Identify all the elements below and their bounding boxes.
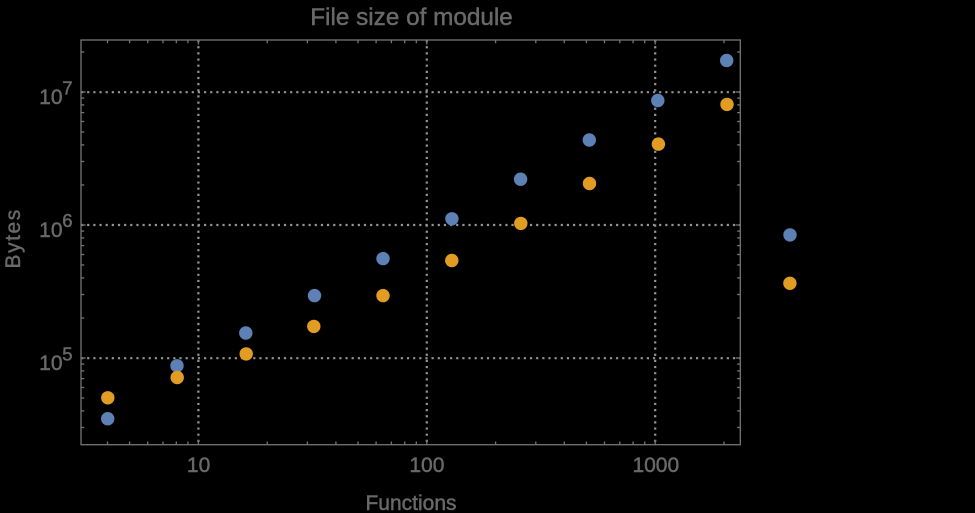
svg-text:10: 10 (39, 219, 62, 242)
svg-text:10: 10 (187, 454, 210, 477)
svg-text:10: 10 (39, 86, 62, 109)
svg-text:5: 5 (62, 343, 72, 364)
svg-text:Bytes: Bytes (2, 208, 25, 268)
svg-text:100: 100 (409, 454, 444, 477)
svg-text:6: 6 (62, 210, 72, 231)
svg-text:Functions: Functions (365, 492, 456, 513)
svg-text:File size of module: File size of module (310, 4, 513, 31)
svg-text:1000: 1000 (632, 454, 679, 477)
svg-text:7: 7 (62, 77, 72, 98)
svg-text:10: 10 (39, 352, 62, 375)
